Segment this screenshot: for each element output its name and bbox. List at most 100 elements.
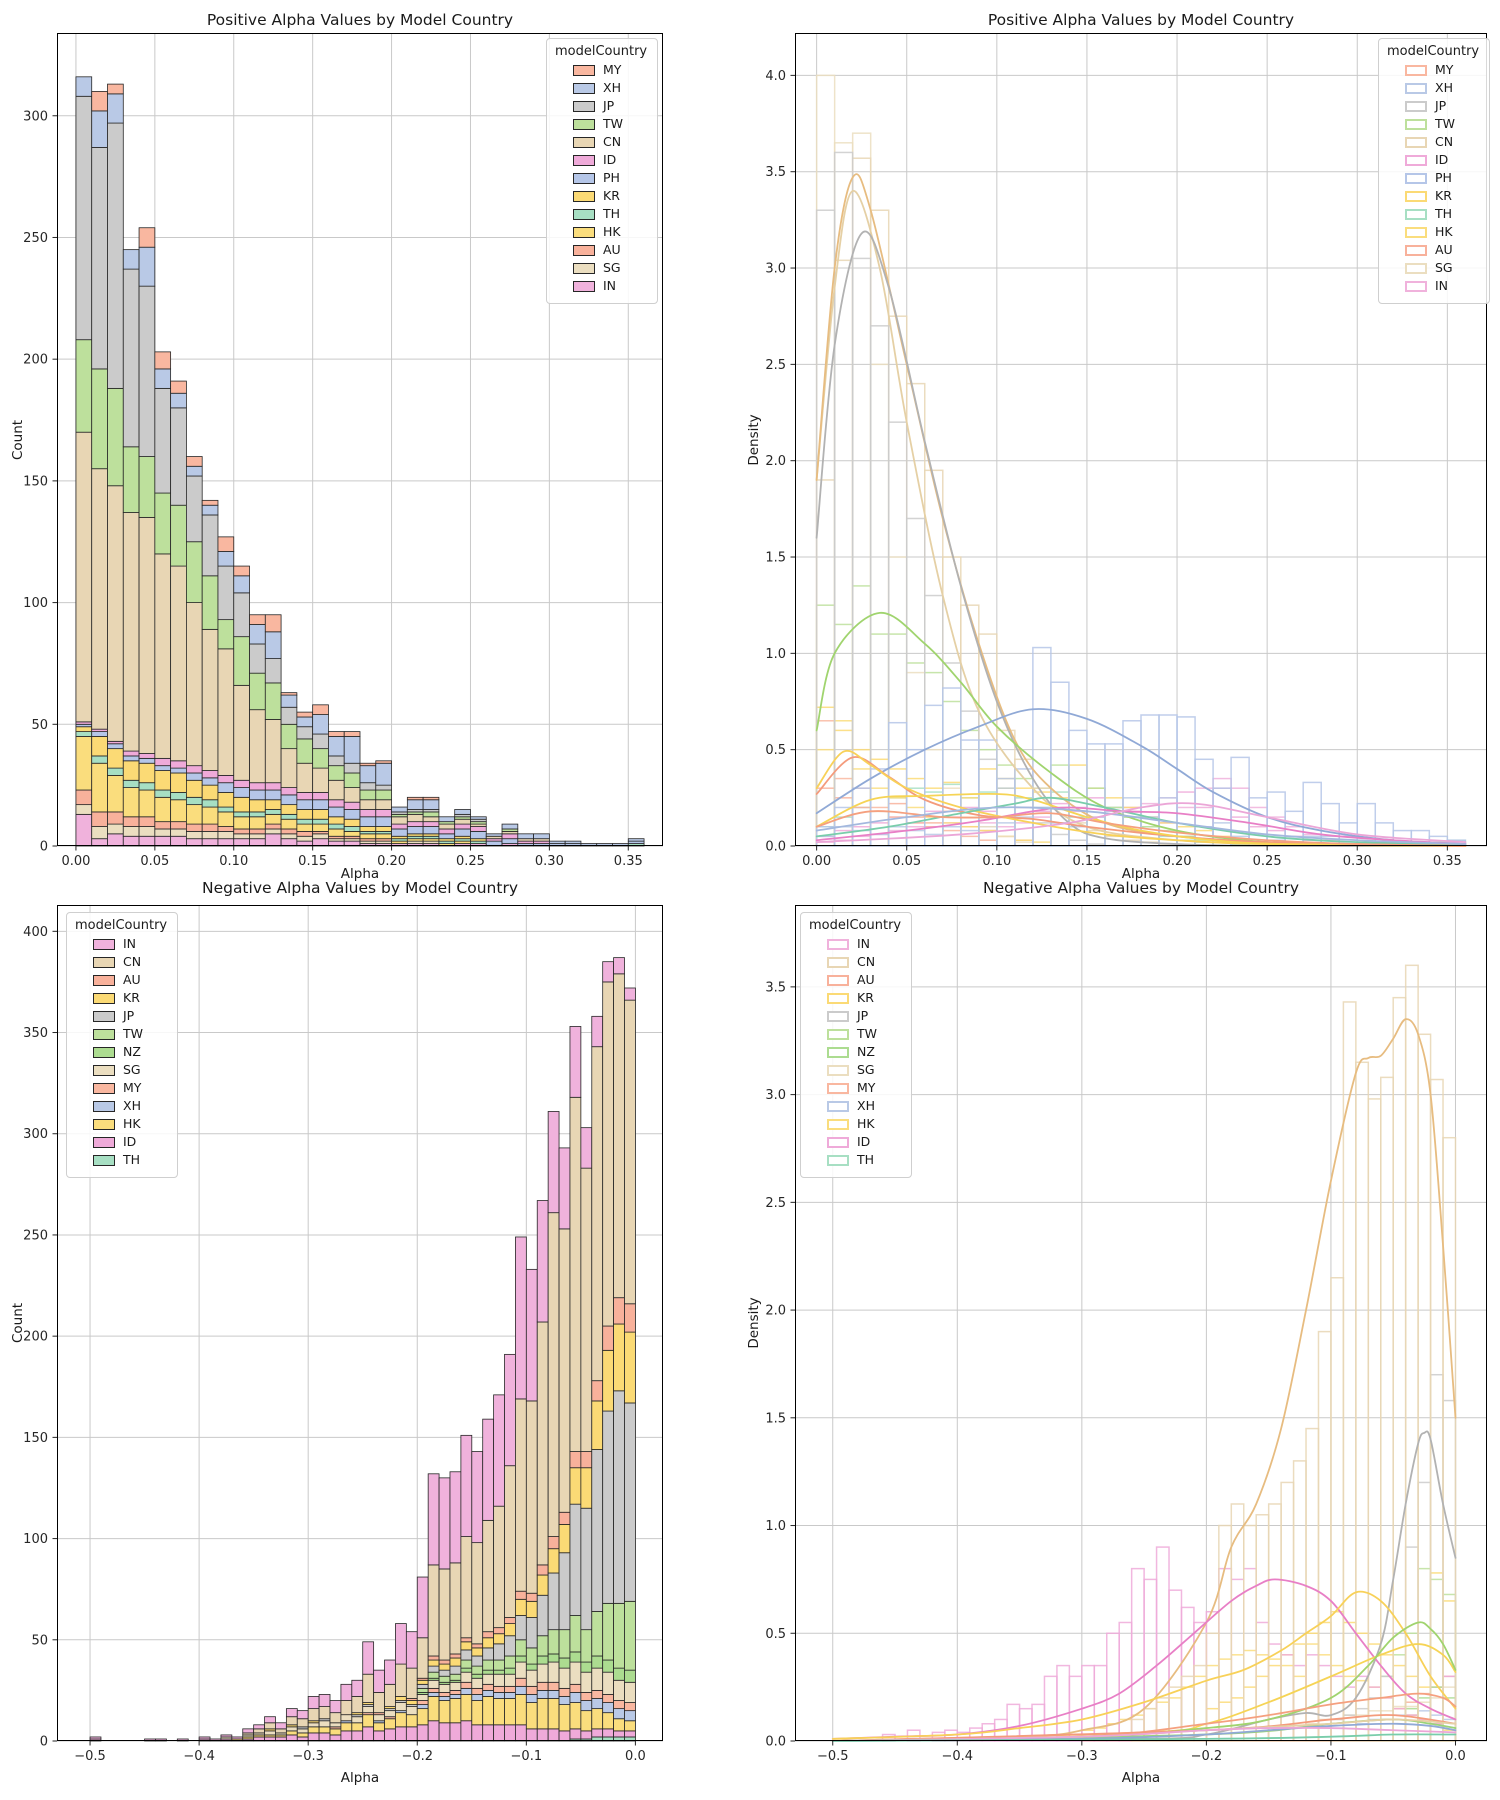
- hist-bar-KR: [233, 796, 250, 813]
- legend-swatch-XH: [1405, 82, 1427, 94]
- hist-bar-HK: [280, 818, 298, 830]
- hist-bar-SG: [591, 1667, 604, 1691]
- legend-label: JP: [123, 1008, 135, 1023]
- hist-bar-SG: [602, 1671, 614, 1695]
- y-tick-label: 150: [23, 1431, 48, 1446]
- hist-bar-HK: [460, 1694, 473, 1722]
- legend-item-NZ: NZ: [827, 1045, 901, 1059]
- hist-bar-XH: [391, 806, 408, 813]
- hist-bar-XH: [627, 838, 645, 842]
- hist-bar-NZ: [602, 1659, 614, 1673]
- hist-bar-CN: [296, 1718, 309, 1728]
- hist-bar-KR: [624, 1331, 636, 1404]
- hist-bar-CN: [422, 816, 440, 823]
- hist-bar-XH: [264, 631, 282, 659]
- hist-bar-KR: [154, 770, 172, 791]
- hist-bar-TH: [343, 826, 361, 832]
- hist-bar-XH: [122, 249, 140, 270]
- hist-bar-ID: [296, 792, 314, 801]
- density-bar-ID: [942, 816, 962, 847]
- hist-bar-HK: [217, 811, 235, 827]
- hist-bar-SG: [482, 1673, 495, 1685]
- hist-bar-ID: [201, 770, 219, 779]
- hist-bar-JP: [107, 122, 124, 389]
- legend-title: modelCountry: [75, 918, 168, 933]
- hist-bar-CN: [525, 1400, 538, 1594]
- hist-bar-KR: [296, 809, 314, 820]
- hist-bar-IN: [460, 1434, 473, 1537]
- hist-bar-XH: [533, 833, 550, 840]
- hist-bar-XH: [558, 1696, 571, 1705]
- density-bar-SG: [978, 825, 998, 847]
- legend-item-TW: TW: [93, 1027, 167, 1041]
- hist-bar-AU: [233, 828, 250, 835]
- hist-bar-ID: [280, 787, 298, 796]
- hist-bar-SG: [217, 830, 235, 840]
- hist-bar-CN: [449, 1562, 462, 1655]
- hist-bar-ID: [422, 821, 440, 827]
- hist-bar-TW: [296, 738, 314, 764]
- legend-swatch-AU: [573, 244, 595, 256]
- legend-label: ID: [123, 1134, 137, 1149]
- y-axis-label: Density: [746, 1297, 762, 1349]
- legend-swatch-TW: [93, 1028, 115, 1040]
- hist-bar-ID: [405, 1726, 418, 1742]
- legend-label: TH: [1435, 206, 1453, 221]
- hist-bar-SG: [384, 1710, 396, 1718]
- hist-bar-PH: [359, 816, 377, 827]
- hist-bar-PH: [312, 799, 329, 810]
- hist-bar-HK: [558, 1704, 571, 1732]
- hist-bar-AU: [482, 1631, 495, 1639]
- legend-item-SG: SG: [827, 1063, 901, 1077]
- hist-bar-CN: [91, 468, 108, 730]
- hist-bar-TW: [525, 1647, 538, 1665]
- y-tick-label: 2.0: [765, 1304, 786, 1319]
- legend-swatch-JP: [93, 1010, 115, 1022]
- hist-bar-MY: [343, 731, 361, 737]
- hist-bar-PH: [328, 806, 345, 818]
- density-bar-KR: [1205, 1707, 1220, 1742]
- chart-title: Positive Alpha Values by Model Country: [987, 11, 1295, 29]
- hist-bar-ID: [504, 1724, 516, 1742]
- hist-bar-CN: [296, 762, 314, 793]
- hist-bar-AU: [591, 1380, 604, 1402]
- hist-bar-PH: [422, 826, 440, 835]
- hist-bar-IN: [275, 1722, 287, 1730]
- hist-bar-NZ: [547, 1653, 560, 1663]
- hist-bar-CN: [471, 1542, 484, 1645]
- legend-item-CN: CN: [827, 955, 901, 969]
- hist-bar-CN: [493, 1505, 505, 1629]
- plot-spine: [57, 905, 663, 1741]
- y-tick-label: 0: [40, 840, 48, 855]
- legend-item-CN: CN: [573, 135, 647, 149]
- hist-bar-KR: [217, 792, 235, 808]
- hist-bar-XH: [493, 1692, 505, 1699]
- density-bar-CN: [1155, 1697, 1170, 1742]
- legend-label: NZ: [123, 1044, 141, 1059]
- hist-bar-AU: [264, 823, 282, 830]
- hist-bar-HK: [249, 816, 266, 830]
- legend-item-KR: KR: [573, 189, 647, 203]
- hist-bar-MY: [504, 1685, 516, 1693]
- hist-bar-HK: [170, 799, 187, 823]
- legend-item-IN: IN: [573, 279, 647, 293]
- legend-swatch-MY: [573, 64, 595, 76]
- hist-bar-CN: [375, 799, 392, 810]
- hist-bar-JP: [602, 1410, 614, 1604]
- hist-bar-TW: [201, 575, 219, 630]
- hist-bar-HK: [580, 1710, 593, 1732]
- legend-item-MY: MY: [573, 63, 647, 77]
- hist-bar-CN: [536, 1321, 549, 1566]
- hist-bar-MY: [422, 796, 440, 801]
- hist-bar-TH: [186, 796, 203, 806]
- hist-bar-JP: [536, 1594, 549, 1637]
- hist-bar-MY: [613, 1700, 625, 1710]
- hist-bar-NZ: [460, 1667, 473, 1673]
- legend-item-IN: IN: [93, 937, 167, 951]
- hist-bar-PH: [438, 833, 456, 840]
- hist-bar-PH: [264, 789, 282, 801]
- hist-bar-TW: [460, 1659, 473, 1669]
- hist-bar-HK: [613, 1718, 625, 1732]
- hist-bar-TW: [493, 1659, 505, 1671]
- y-tick-label: 100: [23, 1532, 48, 1547]
